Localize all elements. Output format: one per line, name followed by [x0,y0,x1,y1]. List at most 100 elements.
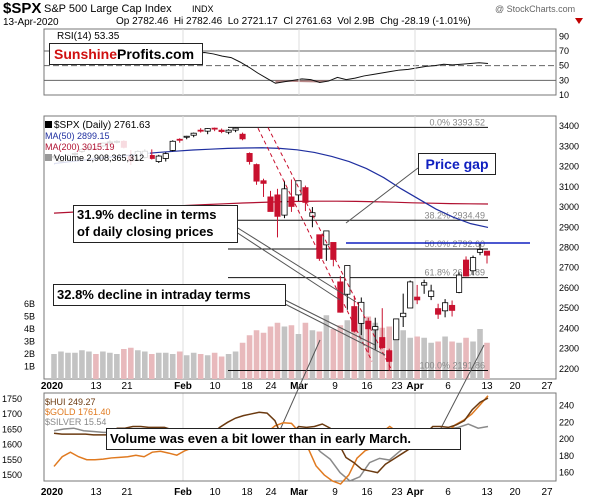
volume-pointer-a [279,339,321,431]
x-tick-label-lower: 9 [332,487,338,498]
candle-body [274,194,281,217]
legend-ma50-label: MA(50) 2899.15 [45,131,110,141]
x-tick-label-lower: 21 [121,487,133,498]
legend-spx-label: $SPX (Daily) 2761.63 [54,120,151,131]
gap-pointer [345,167,419,224]
volume-bar [169,354,176,379]
volume-bar [141,351,148,379]
close-decline-trendline [257,127,373,362]
volume-bar [337,325,344,379]
volume-bar [428,342,434,379]
volume-bar [400,330,406,379]
candle-body [358,301,365,324]
candle-body [379,337,386,349]
x-tick-label: 13 [90,381,102,392]
candle-body [267,196,274,212]
volume-tick-label: 1B [24,362,35,372]
candle-body [155,155,162,162]
volume-bar [162,352,169,379]
x-tick-label-lower: Apr [406,487,423,498]
ohlc-readout: Op 2782.46 Hi 2782.46 Lo 2721.17 Cl 2761… [116,16,471,27]
volume-bar [288,325,295,379]
volume-tick-label: 4B [24,324,35,334]
candle-body [316,234,323,259]
x-tick-label-lower: 13 [481,487,493,498]
price-gap-callout: Price gap [418,153,496,175]
closing-pointer-b [232,229,341,301]
volume-bar [114,354,120,379]
volume-bar [267,326,274,379]
candle-body [435,308,442,315]
candle-body [469,257,477,272]
candle-body [239,133,246,140]
x-tick-label: 18 [241,381,253,392]
volume-bar [225,354,232,379]
volume-bar [86,351,92,379]
volume-bar [100,351,106,379]
candle-body [323,230,330,246]
metals-frame [43,392,557,482]
volume-bar [253,330,260,379]
candle-body [407,281,414,309]
brand-part-1: Sunshine [54,46,118,62]
hui-tick-label: 180 [559,451,574,461]
volume-bar [204,355,211,379]
volume-bar [323,315,330,379]
rsi-tick-label: 30 [559,75,569,85]
volume-bar [302,322,309,379]
volume-bar [281,326,288,379]
rsi-frame [43,28,557,96]
gold-tick-label: 1600 [2,440,22,450]
candle-body [483,250,491,256]
x-tick-label-lower: 10 [209,487,221,498]
x-tick-label-lower: 13 [90,487,102,498]
candle-body [456,274,463,293]
legend-silver-label: $SILVER 15.54 [45,417,107,427]
x-tick-label: 13 [481,381,493,392]
legend-ma50: MA(50) 2899.15 [45,131,150,142]
x-tick-label: 9 [332,381,338,392]
candle-body [302,187,309,203]
fib-level-label: 38.2% 2934.49 [424,210,485,220]
volume-bar [93,354,99,379]
exchange-code: INDX [192,4,214,14]
volume-swatch-icon [45,154,52,161]
x-tick-label-lower: 18 [241,487,253,498]
x-tick-label: 6 [445,381,451,392]
price-tick-label: 3300 [559,141,579,151]
gold-tick-label: 1750 [2,394,22,404]
intraday-pointer-a [280,297,376,346]
volume-bar [155,352,162,379]
volume-bar [135,350,141,379]
volume-bar [477,329,483,379]
legend-silver: $SILVER 15.54 [45,417,111,427]
candle-body [476,249,484,253]
legend-ma200-label: MA(200) 3015.19 [45,142,115,152]
x-tick-label: 23 [391,381,403,392]
candle-body [246,153,253,162]
volume-bar [309,330,316,379]
volume-bar [449,341,455,379]
candle-body [337,281,344,313]
volume-bar [58,351,64,379]
legend-hui: $HUI 249.27 [45,397,111,407]
candle-body [169,140,176,151]
candle-body [449,304,456,311]
price-tick-label: 2200 [559,364,579,374]
volume-bar [316,331,323,379]
rsi-tick-label: 70 [559,46,569,56]
price-tick-label: 3400 [559,121,579,131]
rsi-tick-label: 50 [559,61,569,71]
volume-bar [232,351,239,379]
x-tick-label: 27 [541,381,553,392]
candle-body [288,196,295,207]
legend-gold: $GOLD 1761.40 [45,407,111,417]
volume-bar [72,352,78,379]
volume-bar [407,337,413,379]
volume-tick-label: 3B [24,337,35,347]
legend-spx: $SPX (Daily) 2761.63 [45,120,150,131]
candle-body [414,296,421,301]
fib-level-label: 61.8% 2650.89 [424,268,485,278]
volume-bar [442,336,448,379]
